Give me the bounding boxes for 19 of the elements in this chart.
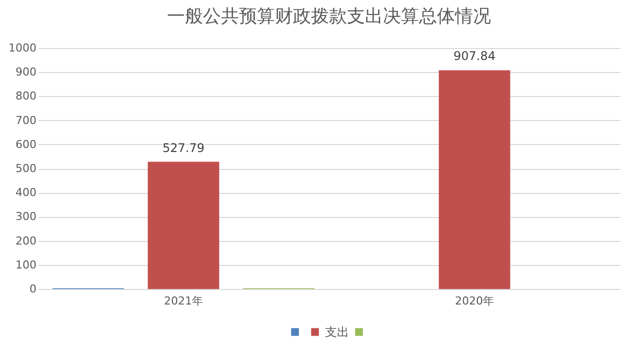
chart-title: 一般公共预算财政拨款支出决算总体情况 [167, 6, 491, 27]
y-tick-label: 700 [16, 114, 36, 127]
bar [438, 70, 510, 289]
y-tick-label: 100 [16, 258, 36, 272]
y-tick-label: 1000 [8, 42, 36, 54]
y-tick-label: 900 [16, 66, 36, 79]
y-tick-label: 800 [16, 90, 36, 103]
x-tick-label: 2020年 [455, 294, 494, 308]
data-label: 527.79 [162, 140, 204, 155]
legend-label: 支出 [325, 325, 349, 339]
y-tick-label: 300 [16, 210, 36, 224]
y-tick-label: 400 [16, 186, 36, 200]
data-label: 907.84 [454, 49, 496, 64]
y-tick-label: 200 [16, 234, 36, 248]
x-tick-label: 2021年 [164, 294, 203, 308]
y-tick-label: 500 [16, 162, 36, 175]
y-tick-label: 600 [16, 138, 36, 151]
bar [148, 162, 220, 289]
y-tick-label: 0 [30, 282, 36, 296]
